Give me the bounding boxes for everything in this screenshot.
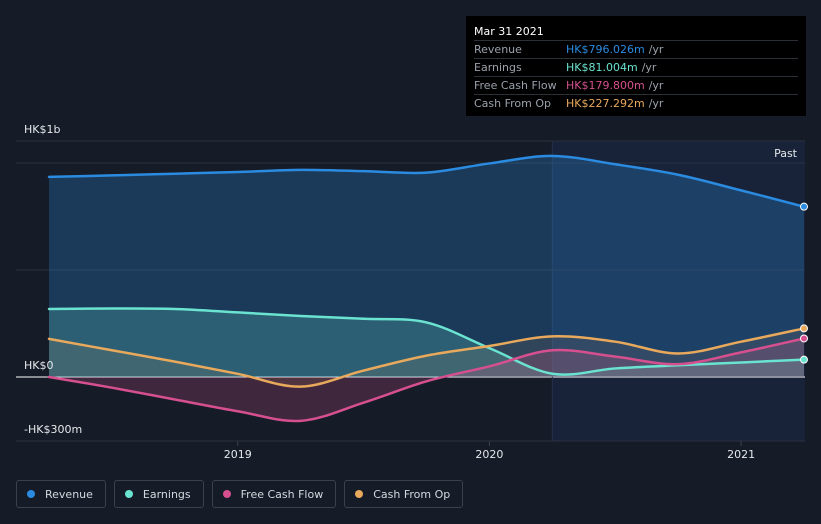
endpoint-free-cash-flow [800,334,808,343]
line-free-cash-flow [47,337,806,423]
legend-item-free-cash-flow[interactable]: Free Cash Flow [211,480,337,508]
x-tick-label: 2020 [475,448,503,461]
legend-item-earnings[interactable]: Earnings [113,480,204,508]
legend-label: Earnings [142,487,191,501]
tooltip-unit: /yr [641,61,657,74]
legend: Revenue Earnings Free Cash Flow Cash Fro… [16,480,464,510]
tooltip-value: HK$179.800m [566,79,645,92]
legend-label: Cash From Op [373,487,451,501]
area-cash-from-op [49,328,804,387]
tooltip-label: Earnings [474,61,522,74]
y-tick-label: HK$1b [24,123,60,136]
tooltip-row-free-cash-flow: Free Cash Flow HK$179.800m /yr [474,76,798,94]
tooltip-row-revenue: Revenue HK$796.026m /yr [474,40,798,58]
gridlines [16,140,805,442]
x-tick-label: 2019 [224,448,252,461]
tooltip-value: HK$227.292m [566,97,645,110]
area-free-cash-flow [49,338,804,422]
past-label: Past [774,147,798,160]
legend-label: Revenue [45,487,93,501]
y-tick-label: HK$0 [24,359,53,372]
tooltip-unit: /yr [648,43,664,56]
legend-item-revenue[interactable]: Revenue [16,480,106,508]
tooltip-label: Revenue [474,43,522,56]
legend-item-cash-from-op[interactable]: Cash From Op [344,480,464,508]
legend-dot-icon [222,490,231,498]
tooltip-date: Mar 31 2021 [474,25,544,38]
tooltip-unit: /yr [648,79,664,92]
y-axis-labels: HK$1b HK$0 -HK$300m [24,123,82,436]
series-endpoints [800,202,808,364]
legend-label: Free Cash Flow [240,487,324,501]
line-cash-from-op [47,327,806,388]
past-highlight-region [552,141,805,441]
tooltip: Mar 31 2021 Revenue HK$796.026m /yr Earn… [466,16,806,116]
legend-dot-icon [355,490,364,498]
area-earnings [49,308,804,377]
tooltip-value: HK$796.026m [566,43,645,56]
y-tick-label: -HK$300m [24,423,82,436]
x-axis-labels: 2019 2020 2021 [224,441,755,461]
endpoint-revenue [800,202,808,211]
tooltip-unit: /yr [648,97,664,110]
legend-dot-icon [124,490,133,498]
tooltip-label: Cash From Op [474,97,552,110]
x-tick-label: 2021 [727,448,755,461]
legend-dot-icon [27,490,35,498]
endpoint-earnings [800,355,808,364]
series-areas [49,155,804,422]
series-lines [47,154,806,423]
line-revenue [47,154,806,208]
tooltip-row-earnings: Earnings HK$81.004m /yr [474,58,798,76]
area-revenue [49,155,804,377]
endpoint-cash-from-op [800,324,808,333]
tooltip-label: Free Cash Flow [474,79,557,92]
tooltip-row-cash-from-op: Cash From Op HK$227.292m /yr [474,94,798,112]
tooltip-value: HK$81.004m [566,61,638,74]
